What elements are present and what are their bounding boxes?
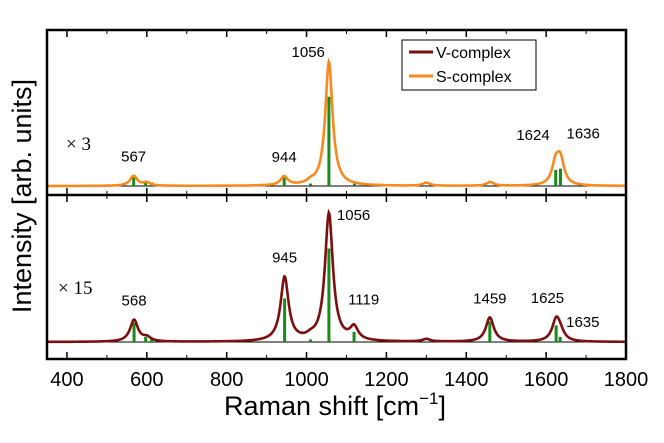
legend-label-v-complex: V-complex (436, 45, 511, 62)
s-complex-peak-label-1624: 1624 (516, 127, 549, 144)
legend-box (401, 39, 537, 91)
x-axis-label-close: ] (438, 391, 446, 421)
x-tick-label-1400: 1400 (444, 369, 489, 391)
x-tick-label-1200: 1200 (364, 369, 409, 391)
plot-area: 567 944 1056 1624 1636 568 945 1056 1119 1459 1625… (47, 44, 627, 344)
v-complex-peak-label-1119: 1119 (348, 291, 379, 308)
v-complex-peak-label-568: 568 (122, 293, 147, 310)
v-complex-peak-label-1056: 1056 (337, 207, 370, 224)
x-tick-label-600: 600 (130, 369, 163, 391)
x-axis-label: Raman shift [cm−1] (224, 389, 446, 421)
legend: V-complex S-complex (401, 39, 537, 91)
axes-frame: 400 600 800 1000 1200 1400 1600 1800 (45, 28, 649, 391)
x-axis-label-main: Raman shift [cm (224, 391, 419, 421)
v-complex-peak-label-1459: 1459 (473, 290, 506, 307)
x-tick-label-800: 800 (210, 369, 243, 391)
x-tick-label-1800: 1800 (604, 369, 649, 391)
x-tick-label-400: 400 (50, 369, 83, 391)
v-complex-peak-label-1625: 1625 (531, 290, 564, 307)
s-complex-peak-label-1056: 1056 (292, 44, 325, 61)
x-tick-label-1000: 1000 (284, 369, 329, 391)
s-complex-peak-label-567: 567 (121, 149, 146, 166)
v-complex-peak-label-1635: 1635 (566, 314, 599, 331)
x-axis-label-unit-exponent: −1 (419, 389, 438, 408)
legend-label-s-complex: S-complex (436, 69, 512, 86)
x-tick-label-1600: 1600 (524, 369, 569, 391)
bottom-panel-scale-label: × 15 (58, 278, 92, 299)
top-panel-scale-label: × 3 (66, 134, 91, 155)
s-complex-spectrum-line (47, 57, 627, 188)
v-complex-peak-label-945: 945 (272, 249, 297, 266)
y-axis-label: Intensity [arb. units] (7, 79, 37, 313)
s-complex-peak-label-944: 944 (272, 149, 297, 166)
v-complex-spectrum-line (47, 208, 626, 344)
s-complex-peak-label-1636: 1636 (567, 126, 600, 143)
